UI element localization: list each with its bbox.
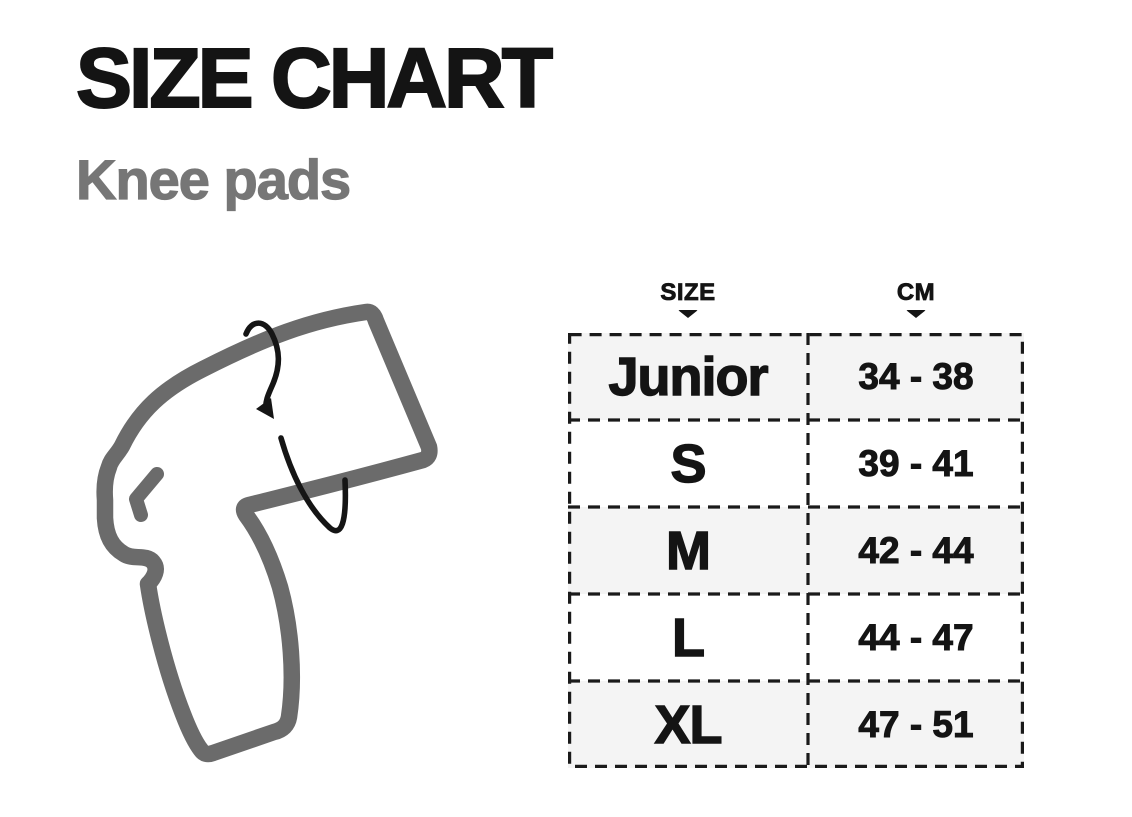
cm-cell: 34 - 38: [858, 355, 974, 397]
column-header-size: SIZE: [568, 276, 808, 333]
cm-cell: 39 - 41: [858, 442, 974, 484]
rotation-arrow-icon: [243, 320, 282, 412]
table-row: XL 47 - 51: [568, 681, 1024, 768]
table-row: Junior 34 - 38: [568, 333, 1024, 420]
arrowhead-icon: [256, 398, 274, 419]
size-cell: XL: [654, 694, 723, 755]
column-header-cm: CM: [808, 276, 1024, 333]
kneecap-mark: [129, 467, 164, 522]
triangle-down-icon: [906, 310, 926, 318]
page-subtitle: Knee pads: [75, 148, 351, 211]
size-table: SIZE CM Junior 34 - 38 S 39 - 41 M 42 - …: [568, 276, 1024, 768]
table-row: M 42 - 44: [568, 507, 1024, 594]
cm-cell: 44 - 47: [858, 616, 974, 658]
page-title: SIZE CHART: [75, 31, 554, 125]
leg-outline: [96, 303, 438, 763]
size-cell: M: [665, 520, 711, 581]
knee-illustration: [96, 303, 438, 763]
size-cell: S: [670, 433, 707, 494]
column-header-size-label: SIZE: [660, 279, 716, 307]
column-header-cm-label: CM: [896, 279, 936, 307]
triangle-down-icon: [678, 310, 698, 318]
cm-cell: 47 - 51: [858, 703, 974, 745]
table-rows: Junior 34 - 38 S 39 - 41 M 42 - 44 L 44 …: [568, 333, 1024, 768]
table-row: L 44 - 47: [568, 594, 1024, 681]
size-cell: Junior: [608, 346, 769, 407]
table-row: S 39 - 41: [568, 420, 1024, 507]
size-cell: L: [671, 607, 705, 668]
cm-cell: 42 - 44: [858, 529, 974, 571]
table-column-headers: SIZE CM: [568, 276, 1024, 333]
rotation-arrow-tail: [278, 435, 349, 534]
